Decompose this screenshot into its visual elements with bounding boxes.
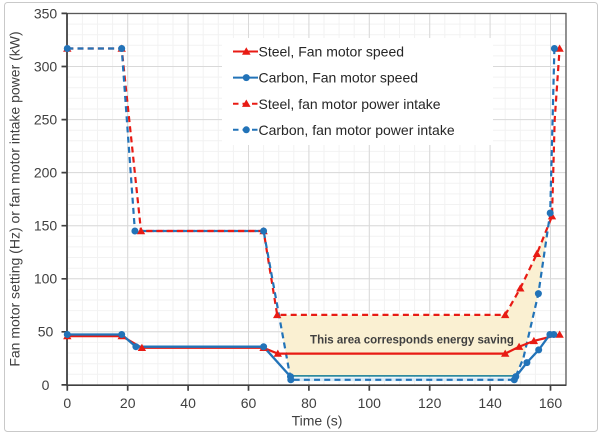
svg-text:20: 20 [120,395,136,411]
svg-text:150: 150 [34,218,58,234]
svg-text:0: 0 [63,395,71,411]
svg-text:200: 200 [34,165,58,181]
svg-text:300: 300 [34,58,58,74]
svg-text:100: 100 [34,271,58,287]
svg-text:Steel, Fan motor speed: Steel, Fan motor speed [259,44,405,60]
svg-text:160: 160 [539,395,563,411]
svg-text:Time (s): Time (s) [292,413,343,429]
svg-text:Carbon, Fan motor speed: Carbon, Fan motor speed [259,70,419,86]
svg-text:Carbon, fan motor power intake: Carbon, fan motor power intake [259,122,455,138]
svg-text:50: 50 [38,324,54,340]
svg-text:120: 120 [418,395,442,411]
svg-text:0: 0 [42,377,50,393]
svg-text:60: 60 [241,395,257,411]
svg-text:250: 250 [34,112,58,128]
svg-text:Steel, fan motor power intake: Steel, fan motor power intake [259,96,441,112]
svg-text:350: 350 [34,5,58,21]
svg-text:40: 40 [180,395,196,411]
svg-text:100: 100 [358,395,382,411]
svg-text:Fan motor setting (Hz) or fan: Fan motor setting (Hz) or fan motor inta… [7,31,23,366]
svg-text:140: 140 [478,395,502,411]
svg-text:This area corresponds energy s: This area corresponds energy saving [310,334,514,346]
svg-text:80: 80 [301,395,317,411]
